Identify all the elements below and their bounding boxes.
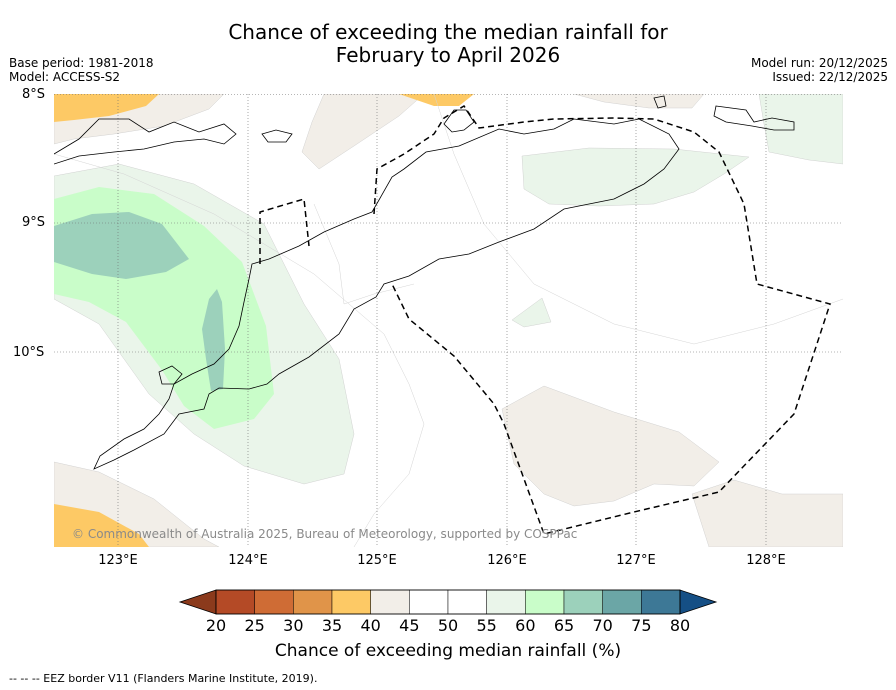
- islet-coastline: [653, 95, 667, 109]
- orange-region-north: [399, 94, 474, 106]
- coastlines: [54, 95, 795, 470]
- issued-date: Issued: 22/12/2025: [772, 70, 888, 84]
- colorbar-bin: [447, 589, 487, 615]
- colorbar-bin: [641, 589, 681, 615]
- colorbar-tick-label: 20: [205, 616, 227, 635]
- colorbar-tick-label: 35: [321, 616, 343, 635]
- colorbar-bin: [409, 589, 449, 615]
- lon-label-125e: 125°E: [357, 553, 397, 568]
- colorbar-bin: [293, 589, 333, 615]
- lon-label-126e: 126°E: [487, 553, 527, 568]
- colorbar-tick-label: 25: [244, 616, 265, 635]
- colorbar-extend-high: [679, 589, 718, 615]
- green-region-60-ne: [758, 94, 843, 165]
- orange-region-sw: [54, 504, 149, 547]
- lon-label-123e: 123°E: [98, 553, 138, 568]
- lon-label-124e: 124°E: [228, 553, 268, 568]
- lon-label-128e: 128°E: [746, 553, 786, 568]
- colorbar-tick-label: 80: [669, 616, 691, 635]
- green-region-70-island: [202, 289, 225, 391]
- colorbar-tick-label: 45: [399, 616, 420, 635]
- colorbar-tick-label: 70: [592, 616, 613, 635]
- colorbar-label: Chance of exceeding median rainfall (%): [274, 641, 622, 661]
- colorbar-bin: [215, 589, 255, 615]
- colorbar-bin: [602, 589, 642, 615]
- contour-line: [433, 94, 843, 345]
- islet-coastline: [713, 105, 795, 131]
- copyright-notice: © Commonwealth of Australia 2025, Bureau…: [72, 527, 578, 541]
- beige-region-se-corner: [691, 479, 843, 547]
- islet-coastline: [443, 109, 475, 133]
- green-region-70-west: [54, 212, 189, 279]
- eez-border: [259, 104, 831, 535]
- colorbar-tick-label: 75: [631, 616, 652, 635]
- lat-label-10s: 10°S: [13, 345, 45, 360]
- colorbar-tick-label: 40: [360, 616, 381, 635]
- colorbar-bin: [370, 589, 410, 615]
- colorbar-tick-label: 50: [437, 616, 459, 635]
- eez-footnote: -- -- -- EEZ border V11 (Flanders Marine…: [9, 672, 318, 685]
- timor-coastline: [93, 118, 680, 470]
- green-region-60-small: [511, 297, 552, 328]
- lat-label-9s: 9°S: [22, 215, 46, 230]
- islet-coastline: [158, 365, 183, 385]
- contour-line: [313, 203, 415, 305]
- model-run: Model run: 20/12/2025: [750, 56, 888, 70]
- contour-line: [54, 153, 425, 547]
- colorbar-bin: [525, 589, 565, 615]
- base-period: Base period: 1981-2018: [9, 56, 154, 70]
- colorbar-extend-low: [178, 589, 217, 615]
- rainfall-map[interactable]: [54, 94, 843, 547]
- colorbar-tick-label: 55: [476, 616, 497, 635]
- map-title-line1: Chance of exceeding the median rainfall …: [228, 20, 668, 44]
- colorbar-bin: [563, 589, 603, 615]
- green-region-60-east: [521, 147, 750, 207]
- flores-coastline: [54, 118, 237, 165]
- colorbar-frame: [215, 589, 681, 615]
- lat-label-8s: 8°S: [22, 87, 46, 102]
- colorbar-tick-label: 65: [553, 616, 575, 635]
- lon-label-127e: 127°E: [616, 553, 656, 568]
- model-name: Model: ACCESS-S2: [9, 70, 121, 84]
- orange-region-nw: [54, 94, 159, 122]
- colorbar-bin: [331, 589, 371, 615]
- islet-coastline: [261, 129, 293, 143]
- colorbar-tick-label: 60: [515, 616, 536, 635]
- colorbar-bin: [254, 589, 294, 615]
- colorbar-tick-label: 30: [283, 616, 304, 635]
- beige-region-se: [501, 385, 720, 507]
- map-title-line2: February to April 2026: [335, 43, 561, 67]
- beige-region-ne: [573, 94, 705, 109]
- colorbar-bin: [486, 589, 526, 615]
